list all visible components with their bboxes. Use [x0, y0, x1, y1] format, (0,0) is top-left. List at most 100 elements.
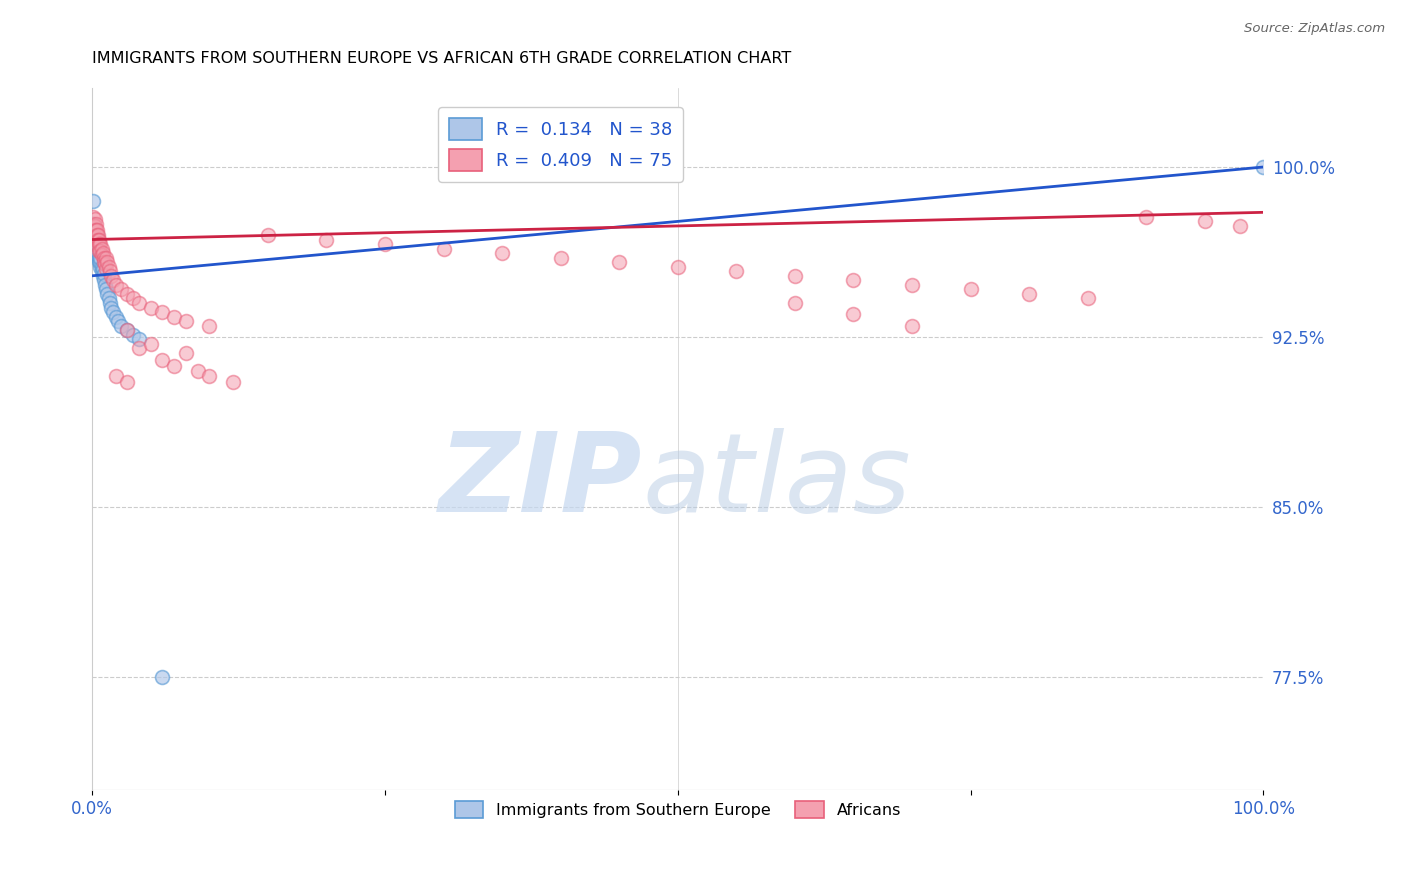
Point	[607, 255, 630, 269]
Point	[86, 227, 108, 242]
Point	[959, 282, 981, 296]
Point	[1253, 160, 1275, 174]
Point	[89, 237, 111, 252]
Point	[96, 251, 118, 265]
Point	[84, 217, 107, 231]
Point	[87, 246, 110, 260]
Point	[93, 267, 115, 281]
Point	[100, 301, 122, 315]
Point	[89, 244, 111, 258]
Point	[87, 251, 110, 265]
Point	[100, 268, 122, 283]
Point	[87, 233, 110, 247]
Point	[90, 242, 112, 256]
Point	[122, 292, 145, 306]
Point	[86, 227, 108, 242]
Point	[432, 242, 454, 256]
Point	[93, 255, 115, 269]
Point	[187, 364, 209, 378]
Point	[86, 233, 108, 247]
Point	[117, 323, 139, 337]
Point	[163, 310, 186, 324]
Point	[93, 273, 115, 287]
Point	[725, 264, 748, 278]
Point	[84, 230, 107, 244]
Point	[97, 260, 120, 274]
Point	[222, 376, 245, 390]
Point	[152, 352, 174, 367]
Point	[86, 233, 108, 247]
Point	[82, 217, 104, 231]
Point	[83, 223, 105, 237]
Point	[84, 223, 107, 237]
Point	[90, 260, 112, 274]
Point	[89, 237, 111, 252]
Point	[198, 318, 221, 333]
Point	[842, 273, 865, 287]
Point	[89, 255, 111, 269]
Point	[91, 268, 114, 283]
Point	[91, 262, 114, 277]
Point	[83, 233, 105, 247]
Point	[89, 251, 111, 265]
Point	[901, 277, 924, 292]
Point	[84, 237, 107, 252]
Point	[103, 305, 125, 319]
Point	[117, 323, 139, 337]
Text: Source: ZipAtlas.com: Source: ZipAtlas.com	[1244, 22, 1385, 36]
Text: ZIP: ZIP	[439, 427, 643, 534]
Point	[98, 264, 121, 278]
Point	[82, 210, 104, 224]
Point	[128, 332, 150, 346]
Point	[98, 296, 121, 310]
Point	[842, 307, 865, 321]
Legend: Immigrants from Southern Europe, Africans: Immigrants from Southern Europe, African…	[449, 794, 907, 824]
Point	[374, 237, 396, 252]
Point	[84, 227, 107, 242]
Point	[110, 282, 132, 296]
Point	[1018, 287, 1040, 301]
Point	[96, 255, 118, 269]
Point	[94, 277, 117, 292]
Point	[783, 296, 806, 310]
Point	[110, 318, 132, 333]
Point	[82, 194, 104, 208]
Point	[666, 260, 689, 274]
Point	[122, 327, 145, 342]
Point	[83, 212, 105, 227]
Point	[103, 273, 125, 287]
Point	[89, 251, 111, 265]
Point	[1077, 292, 1099, 306]
Point	[128, 341, 150, 355]
Point	[89, 233, 111, 247]
Point	[94, 257, 117, 271]
Point	[89, 244, 111, 258]
Point	[87, 239, 110, 253]
Point	[491, 246, 513, 260]
Point	[96, 262, 118, 277]
Point	[117, 287, 139, 301]
Point	[104, 368, 127, 383]
Point	[96, 282, 118, 296]
Point	[174, 346, 197, 360]
Point	[117, 376, 139, 390]
Point	[107, 314, 129, 328]
Point	[901, 318, 924, 333]
Text: atlas: atlas	[643, 427, 911, 534]
Point	[91, 246, 114, 260]
Point	[83, 223, 105, 237]
Point	[93, 251, 115, 265]
Point	[89, 260, 111, 274]
Point	[86, 223, 108, 237]
Point	[82, 217, 104, 231]
Point	[550, 251, 572, 265]
Point	[128, 296, 150, 310]
Point	[139, 301, 162, 315]
Point	[86, 242, 108, 256]
Point	[152, 670, 174, 684]
Point	[83, 219, 105, 233]
Point	[87, 227, 110, 242]
Point	[89, 255, 111, 269]
Point	[87, 239, 110, 253]
Point	[96, 287, 118, 301]
